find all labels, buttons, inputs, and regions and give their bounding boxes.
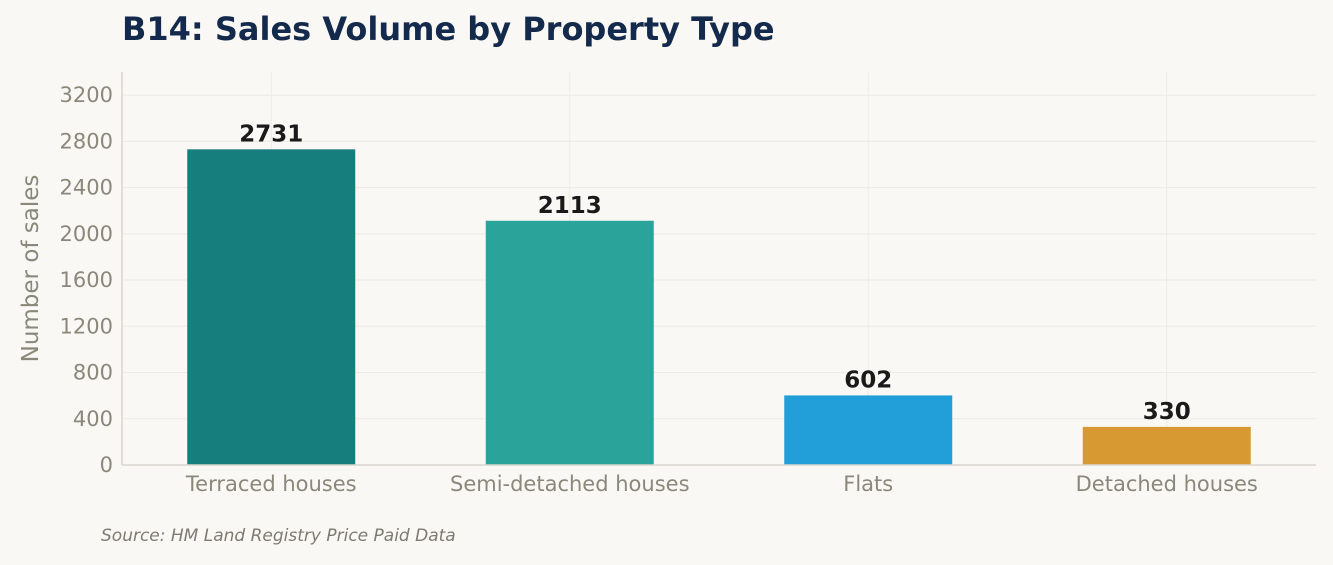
bar [485,220,654,465]
axes [121,72,1316,466]
bar [187,149,356,465]
y-tick-label: 2800 [60,129,113,153]
labels: 0 400 800 1200 1600 2000 2400 2800 3200 2731 Terra… [18,83,1258,496]
source-note: Source: HM Land Registry Price Paid Data [101,526,456,546]
chart-title: B14: Sales Volume by Property Type [122,10,775,48]
x-tick-label: Flats [843,472,893,496]
x-tick-label: Terraced houses [185,472,357,496]
x-tick-label: Detached houses [1076,472,1258,496]
y-tick-label: 1600 [60,268,113,292]
y-tick-label: 800 [73,361,113,385]
y-tick-label: 3200 [60,83,113,107]
bar [784,395,953,465]
bar-value-label: 602 [844,367,892,393]
y-tick-label: 2000 [60,222,113,246]
bar-value-label: 2731 [239,121,303,147]
x-tick-label: Semi-detached houses [450,472,690,496]
bar [1082,426,1251,465]
y-tick-label: 2400 [60,176,113,200]
bar-value-label: 2113 [538,193,602,219]
y-tick-label: 400 [73,407,113,431]
bar-value-label: 330 [1143,399,1191,425]
y-axis-title: Number of sales [18,175,44,363]
bars [187,149,1251,465]
y-tick-label: 1200 [60,314,113,338]
y-tick-label: 0 [100,453,113,477]
